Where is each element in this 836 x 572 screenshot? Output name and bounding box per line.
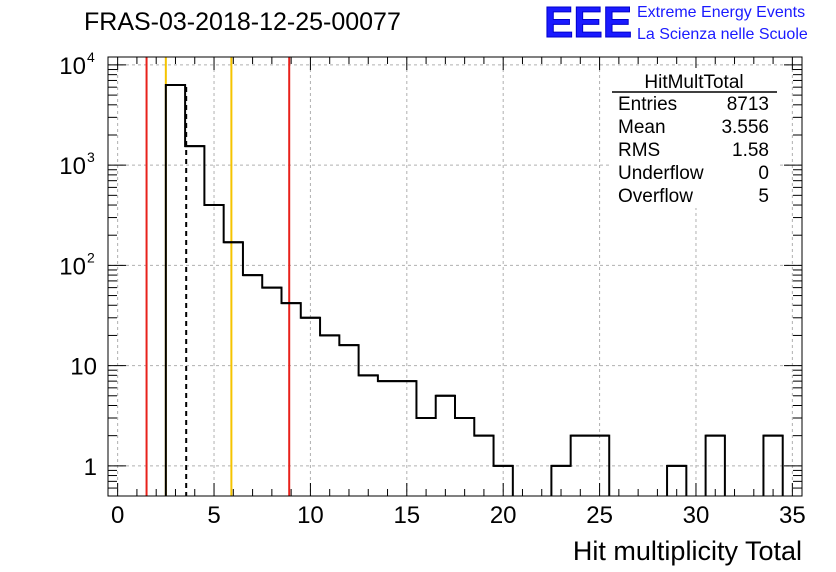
y-tick-label: 10 [59,253,86,280]
x-tick-label: 35 [779,502,806,529]
y-tick-exponent: 2 [87,249,95,265]
stats-row-label: Overflow [618,186,693,207]
y-tick-label: 1 [84,454,97,481]
stats-row-value: 5 [758,186,769,207]
x-tick-label: 20 [490,502,517,529]
plot-frame [107,56,803,497]
stats-row-value: 8713 [727,94,769,115]
chart-title: FRAS-03-2018-12-25-00077 [84,8,401,36]
x-axis-label: Hit multiplicity Total [573,536,802,566]
stats-row-label: RMS [618,140,660,161]
eee-logo-mark: EEE [543,0,633,47]
stats-row-label: Entries [618,94,677,115]
x-tick-label: 25 [586,502,613,529]
x-tick-label: 0 [111,502,124,529]
x-tick-label: 10 [297,502,324,529]
x-tick-label: 15 [393,502,420,529]
stats-row-label: Underflow [618,163,704,184]
stats-title: HitMultTotal [644,72,743,93]
y-tick-exponent: 3 [87,149,95,165]
y-tick-exponent: 4 [87,49,95,65]
stats-row-value: 0 [758,163,769,184]
y-tick-label: 10 [70,354,97,381]
logo-line-2: La Scienza nelle Scuole [637,26,808,43]
x-tick-label: 5 [207,502,220,529]
logo-line-1: Extreme Energy Events [637,4,806,21]
stats-row-value: 3.556 [721,117,769,138]
y-tick-label: 10 [59,53,86,80]
stats-row-value: 1.58 [732,140,769,161]
eee-logo: EEE Extreme Energy Events La Scienza nel… [543,0,834,48]
x-tick-label: 30 [683,502,710,529]
stats-row-label: Mean [618,117,666,138]
y-tick-label: 10 [59,153,86,180]
